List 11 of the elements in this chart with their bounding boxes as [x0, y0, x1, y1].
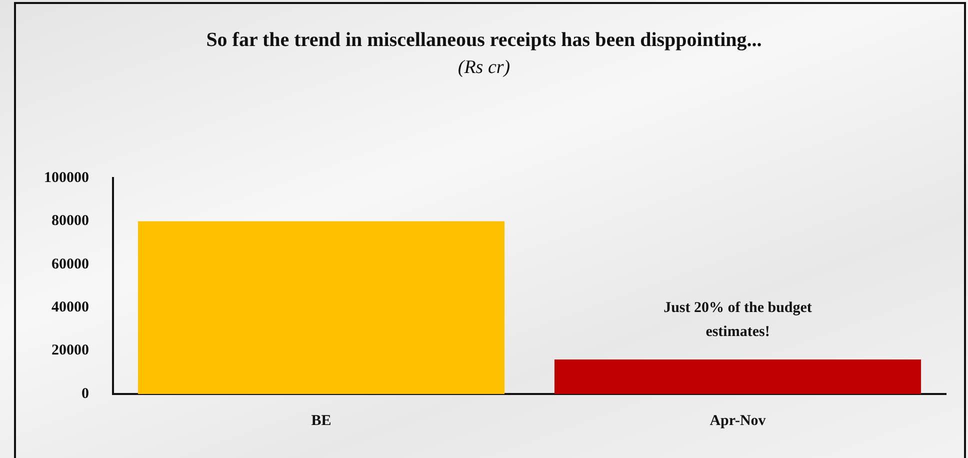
- y-tick-label: 20000: [52, 342, 89, 359]
- y-tick-label: 40000: [52, 299, 89, 316]
- annotation: Just 20% of the budget estimates!: [664, 300, 812, 340]
- x-tick-label: BE: [311, 412, 332, 429]
- y-tick-label: 80000: [52, 213, 89, 230]
- y-tick-label: 60000: [52, 256, 89, 272]
- y-tick-label: 100000: [44, 170, 89, 186]
- y-tick-label: 0: [82, 386, 89, 402]
- x-tick-label: Apr-Nov: [710, 412, 766, 429]
- chart-subtitle: (Rs cr): [456, 57, 512, 79]
- chart-title: So far the trend in miscellaneous receipts has been disppointing...: [205, 28, 763, 53]
